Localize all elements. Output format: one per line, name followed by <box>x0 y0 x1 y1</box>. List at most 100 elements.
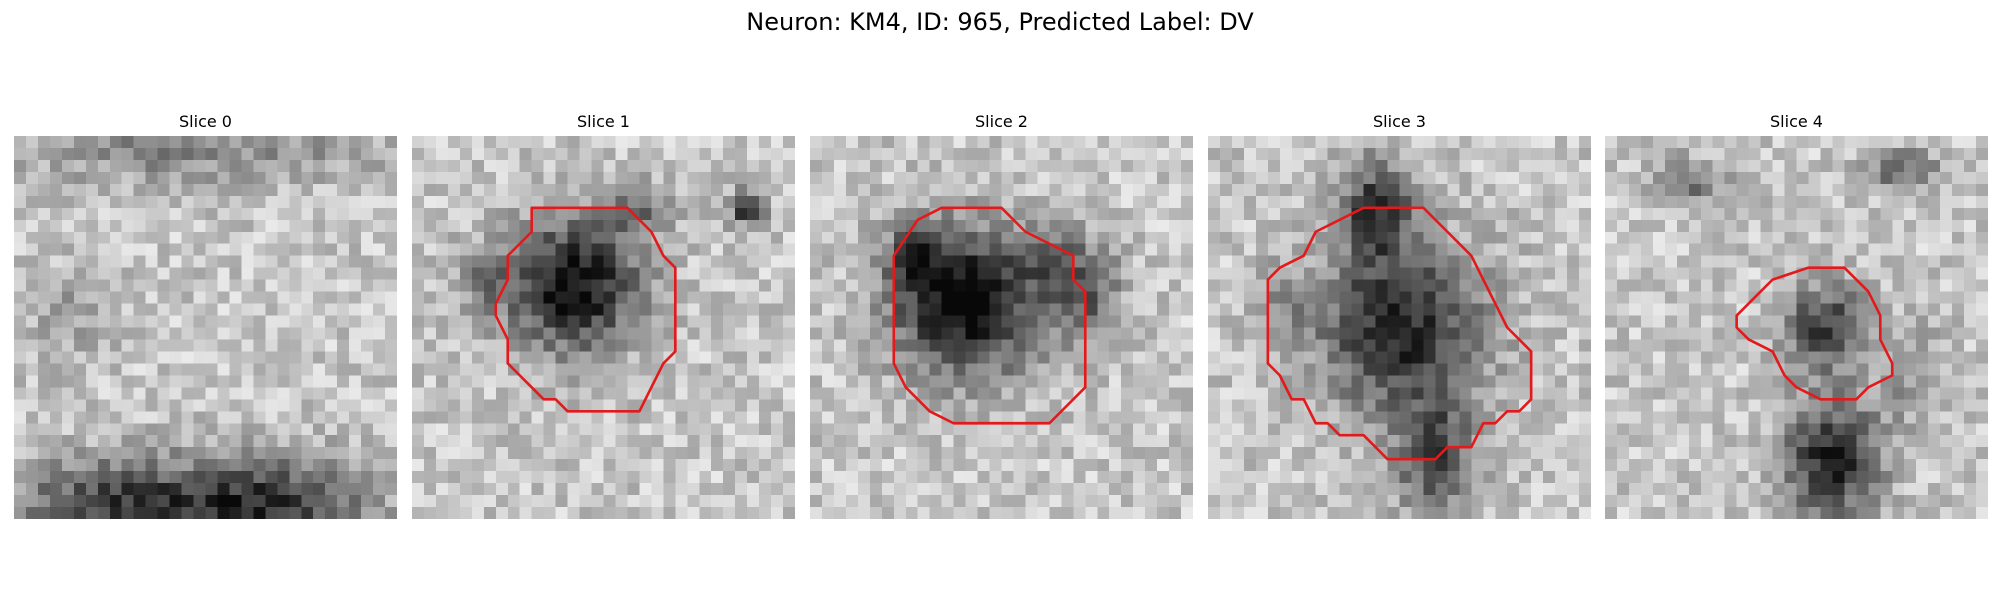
pixel <box>265 159 278 173</box>
pixel <box>1121 339 1134 352</box>
pixel <box>337 267 350 280</box>
pixel <box>1760 159 1773 173</box>
pixel <box>687 207 700 221</box>
pixel <box>447 231 461 244</box>
pixel <box>373 471 386 484</box>
pixel <box>917 459 930 472</box>
pixel <box>759 447 772 460</box>
pixel <box>1267 399 1281 412</box>
pixel <box>1157 195 1170 209</box>
pixel <box>1303 435 1316 448</box>
pixel <box>845 315 859 328</box>
pixel <box>1133 147 1146 161</box>
pixel <box>1399 399 1412 412</box>
pixel <box>833 351 847 364</box>
pixel <box>1315 136 1328 149</box>
pixel <box>1495 195 1508 209</box>
pixel <box>265 363 278 376</box>
pixel <box>1037 327 1050 340</box>
pixel <box>1507 363 1520 376</box>
pixel <box>61 483 75 496</box>
pixel <box>1049 483 1062 496</box>
pixel <box>1181 327 1193 340</box>
pixel <box>1688 411 1701 424</box>
pixel <box>1315 231 1328 244</box>
pixel <box>1061 495 1074 508</box>
pixel <box>771 219 784 232</box>
pixel <box>337 291 350 304</box>
pixel <box>507 231 520 244</box>
pixel <box>893 207 906 221</box>
pixel <box>1616 435 1630 448</box>
pixel <box>483 243 497 256</box>
pixel <box>663 183 676 197</box>
pixel <box>1531 387 1544 400</box>
pixel <box>747 351 760 364</box>
pixel <box>977 183 990 197</box>
pixel <box>385 159 397 173</box>
pixel <box>1208 231 1221 244</box>
pixel <box>1507 255 1520 268</box>
pixel <box>579 339 592 352</box>
pixel <box>1097 243 1110 256</box>
pixel <box>1531 351 1544 364</box>
pixel <box>373 267 386 280</box>
pixel <box>723 507 736 519</box>
pixel <box>893 279 906 292</box>
pixel <box>423 483 437 496</box>
pixel <box>1856 183 1869 197</box>
pixel <box>193 411 206 424</box>
pixel <box>1411 183 1424 197</box>
pixel <box>1133 171 1146 185</box>
pixel <box>1796 219 1809 232</box>
pixel <box>1616 171 1630 185</box>
pixel <box>1700 459 1713 472</box>
pixel <box>277 219 290 232</box>
pixel <box>361 339 374 352</box>
pixel <box>1049 243 1062 256</box>
pixel <box>1025 243 1038 256</box>
pixel <box>989 423 1002 436</box>
pixel <box>157 267 170 280</box>
pixel <box>435 447 449 460</box>
pixel <box>1025 351 1038 364</box>
pixel <box>1640 183 1654 197</box>
pixel <box>1724 411 1737 424</box>
pixel <box>49 375 63 388</box>
pixel <box>615 363 628 376</box>
pixel <box>1628 387 1642 400</box>
pixel <box>1037 471 1050 484</box>
pixel <box>85 231 99 244</box>
pixel <box>1219 219 1233 232</box>
pixel <box>133 243 146 256</box>
pixel <box>833 267 847 280</box>
pixel <box>1784 171 1797 185</box>
pixel <box>603 507 616 519</box>
pixel <box>459 339 473 352</box>
pixel <box>1567 243 1580 256</box>
pixel <box>1928 255 1941 268</box>
pixel <box>1231 507 1245 519</box>
pixel <box>1025 219 1038 232</box>
pixel <box>1640 363 1654 376</box>
pixel <box>133 411 146 424</box>
pixel <box>1133 136 1146 149</box>
pixel <box>1471 183 1484 197</box>
pixel <box>1219 495 1233 508</box>
pixel <box>1363 447 1376 460</box>
pixel <box>1820 136 1833 149</box>
pixel <box>627 423 640 436</box>
pixel <box>1255 423 1269 436</box>
pixel <box>1085 399 1098 412</box>
pixel <box>133 291 146 304</box>
pixel <box>325 255 338 268</box>
pixel <box>301 147 314 161</box>
pixel <box>663 315 676 328</box>
pixel <box>1231 447 1245 460</box>
pixel <box>121 147 134 161</box>
pixel <box>325 435 338 448</box>
pixel <box>361 159 374 173</box>
pixel <box>1049 399 1062 412</box>
pixel <box>1700 136 1713 149</box>
pixel <box>217 423 230 436</box>
